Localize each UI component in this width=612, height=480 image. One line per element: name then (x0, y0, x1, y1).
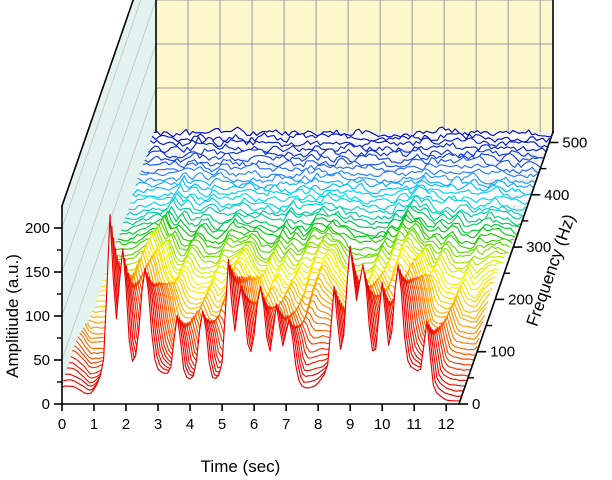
z-axis-line (457, 130, 555, 406)
y-tick-label: 50 (33, 352, 50, 369)
trace-line (131, 184, 531, 199)
trace-line (61, 213, 460, 402)
x-tick-label: 11 (406, 416, 422, 433)
trace-line (128, 193, 527, 211)
trace-line (110, 223, 509, 262)
z-tick-label: 300 (526, 239, 551, 256)
x-tick-label: 6 (250, 416, 258, 433)
trace-line (130, 185, 529, 205)
x-tick-label: 9 (346, 416, 354, 433)
x-tick-label: 1 (90, 416, 98, 433)
trace-line (122, 205, 522, 227)
x-tick-label: 7 (282, 416, 290, 433)
left-wall-gridline (61, 0, 157, 273)
trace-line (135, 175, 534, 190)
z-tick-label: 400 (544, 187, 569, 204)
axis-frame (60, 0, 555, 406)
y-tick-label: 200 (25, 220, 50, 237)
left-wall-gridline (61, 43, 157, 317)
x-tick-label: 10 (374, 416, 391, 433)
x-tick-label: 2 (122, 416, 130, 433)
trace-line (150, 136, 549, 148)
trace-line (115, 214, 514, 246)
left-wall (62, 0, 156, 404)
trace-line (121, 205, 520, 232)
y-tick-label: 100 (25, 308, 50, 325)
trace-line (101, 238, 500, 288)
trace-line (133, 178, 532, 195)
trace-line (140, 162, 540, 175)
trace-line (117, 213, 516, 242)
x-tick-label: 12 (438, 416, 455, 433)
trace-line (137, 171, 536, 185)
y-tick-label: 0 (42, 396, 50, 413)
trace-occluder (62, 214, 459, 404)
x-tick-label: 5 (218, 416, 226, 433)
x-tick-label: 8 (314, 416, 322, 433)
trace-line (146, 147, 545, 159)
trace-line (148, 142, 547, 154)
left-wall-gridline (61, 87, 157, 361)
trace-line (151, 132, 550, 143)
x-tick-label: 3 (154, 416, 162, 433)
waterfall-trace (137, 171, 536, 185)
y-tick-label: 150 (25, 264, 50, 281)
back-wall (156, 0, 553, 132)
waterfall-traces (61, 126, 552, 404)
trace-occluder (152, 132, 550, 143)
trace-occluder (137, 172, 535, 185)
trace-line (153, 126, 552, 138)
left-wall-gridline (61, 0, 142, 229)
z-tick-label: 100 (490, 344, 515, 361)
trace-line (142, 155, 541, 169)
waterfall-trace (151, 132, 550, 143)
trace-line (126, 195, 525, 216)
axis-ticks: 0 1 2 3 4 5 6 7 8 9 10 11 12050100150200010020030040… (25, 134, 587, 433)
x-axis-title: Time (sec) (201, 457, 281, 476)
waterfall-trace (61, 213, 460, 404)
x-tick-label: 4 (186, 416, 194, 433)
top-left-edge (60, 0, 135, 208)
z-tick-label: 200 (508, 291, 533, 308)
z-tick-label: 0 (472, 396, 480, 413)
z-tick-label: 500 (562, 134, 587, 151)
x-tick-label: 0 (58, 416, 66, 433)
y-axis-title: Amplitiude (a.u.) (3, 254, 22, 378)
trace-line (113, 217, 512, 251)
